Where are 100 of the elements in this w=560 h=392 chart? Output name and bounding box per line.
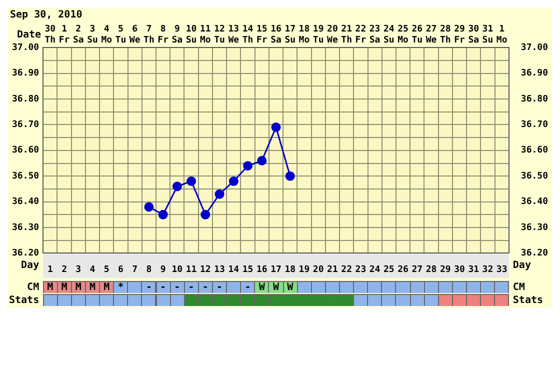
text: - [174, 282, 180, 294]
x2-tick-label: 4 [90, 264, 96, 275]
x2-axis-title: Day [512, 260, 531, 272]
text: * [118, 282, 124, 294]
x2-tick-label: 5 [104, 264, 110, 275]
text: - [146, 282, 152, 294]
x2-tick-label: 12 [200, 264, 211, 275]
text: - [188, 282, 194, 294]
text: - [244, 282, 251, 294]
point [243, 161, 253, 171]
text: M [104, 282, 110, 294]
x-tick-label: 31 Su [482, 24, 494, 46]
x2-tick-label: 14 [228, 264, 240, 275]
x2-tick-label: 10 [172, 264, 183, 275]
x2-tick-label: 6 [118, 264, 124, 275]
x-tick-label: 28 Th [440, 24, 451, 46]
x-tick-label: 25 Mo [398, 24, 408, 46]
text: M [61, 282, 68, 294]
x2-tick-label: 26 [398, 264, 408, 275]
x-tick-label: 1 Fr [58, 24, 70, 46]
x2-tick-label: 2 [62, 264, 67, 275]
x-tick-label: 4 Mo [101, 24, 112, 46]
text: M [75, 282, 82, 294]
x2-tick-label: 21 [327, 264, 338, 275]
x-tick-label: 30 Th [44, 24, 56, 46]
x2-tick-label: 24 [369, 264, 381, 275]
y-tick-label: 36.50 [12, 171, 40, 182]
x-tick-label: 19 Tu [312, 24, 324, 46]
y-tick-label: 36.30 [12, 222, 40, 233]
point [172, 182, 182, 192]
y2-tick-label: 36.40 [520, 197, 548, 208]
y-tick-label: 36.80 [12, 94, 40, 104]
x2-tick-label: 13 [214, 264, 225, 275]
text: - [216, 282, 223, 294]
x2-tick-label: 3 [76, 264, 82, 275]
y-tick-label: 36.70 [12, 120, 40, 130]
y-tick-label: 36.60 [12, 146, 40, 156]
x-tick-label: 14 Th [242, 24, 254, 46]
y-tick-label: 36.20 [12, 248, 40, 259]
y-tick-label: 37.00 [12, 42, 40, 53]
x-tick-label: 6 We [129, 24, 141, 46]
x2-tick-label: 7 [132, 264, 138, 275]
x-tick-label: 12 Tu [214, 24, 225, 46]
chart-title: Sep 30, 2010 [10, 10, 82, 21]
x2-tick-label: 31 [468, 264, 480, 275]
y2-tick-label: 36.70 [520, 120, 548, 130]
y2-tick-label: 36.90 [520, 68, 548, 79]
point [200, 210, 210, 220]
point [257, 156, 267, 166]
x-tick-label: 10 Su [186, 24, 197, 46]
x2-tick-label: 32 [482, 264, 494, 275]
x-tick-label: 9 Sa [172, 24, 183, 46]
x-tick-label: 27 We [426, 24, 438, 46]
text: Day [21, 260, 40, 272]
x2-tick-label: 17 [270, 264, 282, 275]
point [186, 176, 196, 186]
x-tick-label: 20 We [327, 24, 338, 46]
point [144, 202, 154, 212]
x2-tick-label: 1 [47, 264, 53, 275]
y2-tick-label: 36.60 [520, 146, 548, 156]
x2-tick-label: 22 [341, 264, 352, 275]
x2-tick-label: 33 [496, 264, 508, 275]
x-tick-label: 24 Su [384, 24, 395, 46]
point [158, 210, 168, 220]
x-tick-label: 5 Tu [115, 24, 126, 46]
x-tick-label: 2 Sa [72, 24, 84, 46]
text: - [202, 282, 208, 294]
point [271, 122, 281, 132]
x-tick-label: 30 Sa [468, 24, 480, 46]
x2-tick-label: 15 [242, 264, 254, 275]
text: W [287, 282, 294, 294]
x2-tick-label: 28 [426, 264, 437, 275]
x-axis-title: Date [17, 29, 42, 40]
text: M [47, 282, 54, 294]
x-tick-label: 26 Tu [412, 24, 423, 46]
y2-tick-label: 36.30 [520, 222, 548, 233]
text: M [89, 282, 96, 294]
y-tick-label: 36.90 [12, 68, 40, 79]
text: - [160, 282, 166, 294]
x2-tick-label: 8 [146, 264, 152, 275]
x-tick-label: 17 Su [284, 24, 296, 46]
x2-tick-label: 20 [312, 264, 324, 275]
x-tick-label: 13 We [228, 24, 240, 46]
x2-tick-label: 18 [284, 264, 296, 275]
y2-tick-label: 36.80 [520, 94, 548, 104]
x2-tick-label: 19 [298, 264, 310, 275]
x-tick-label: 22 Fr [355, 24, 367, 46]
text: W [258, 282, 266, 294]
point [285, 171, 295, 181]
x-tick-label: 8 Fr [158, 24, 170, 46]
point [228, 176, 238, 186]
x2-tick-label: 27 [412, 264, 423, 275]
x2-tick-label: 29 [440, 264, 451, 275]
x-tick-label: 29 Fr [454, 24, 466, 46]
x2-tick-label: 30 [454, 264, 465, 275]
x-tick-label: 16 Sa [270, 24, 282, 46]
x2-tick-label: 25 [384, 264, 394, 275]
x2-tick-label: 23 [355, 264, 366, 275]
y2-tick-label: 36.50 [520, 171, 548, 182]
text: Stats [512, 295, 544, 306]
